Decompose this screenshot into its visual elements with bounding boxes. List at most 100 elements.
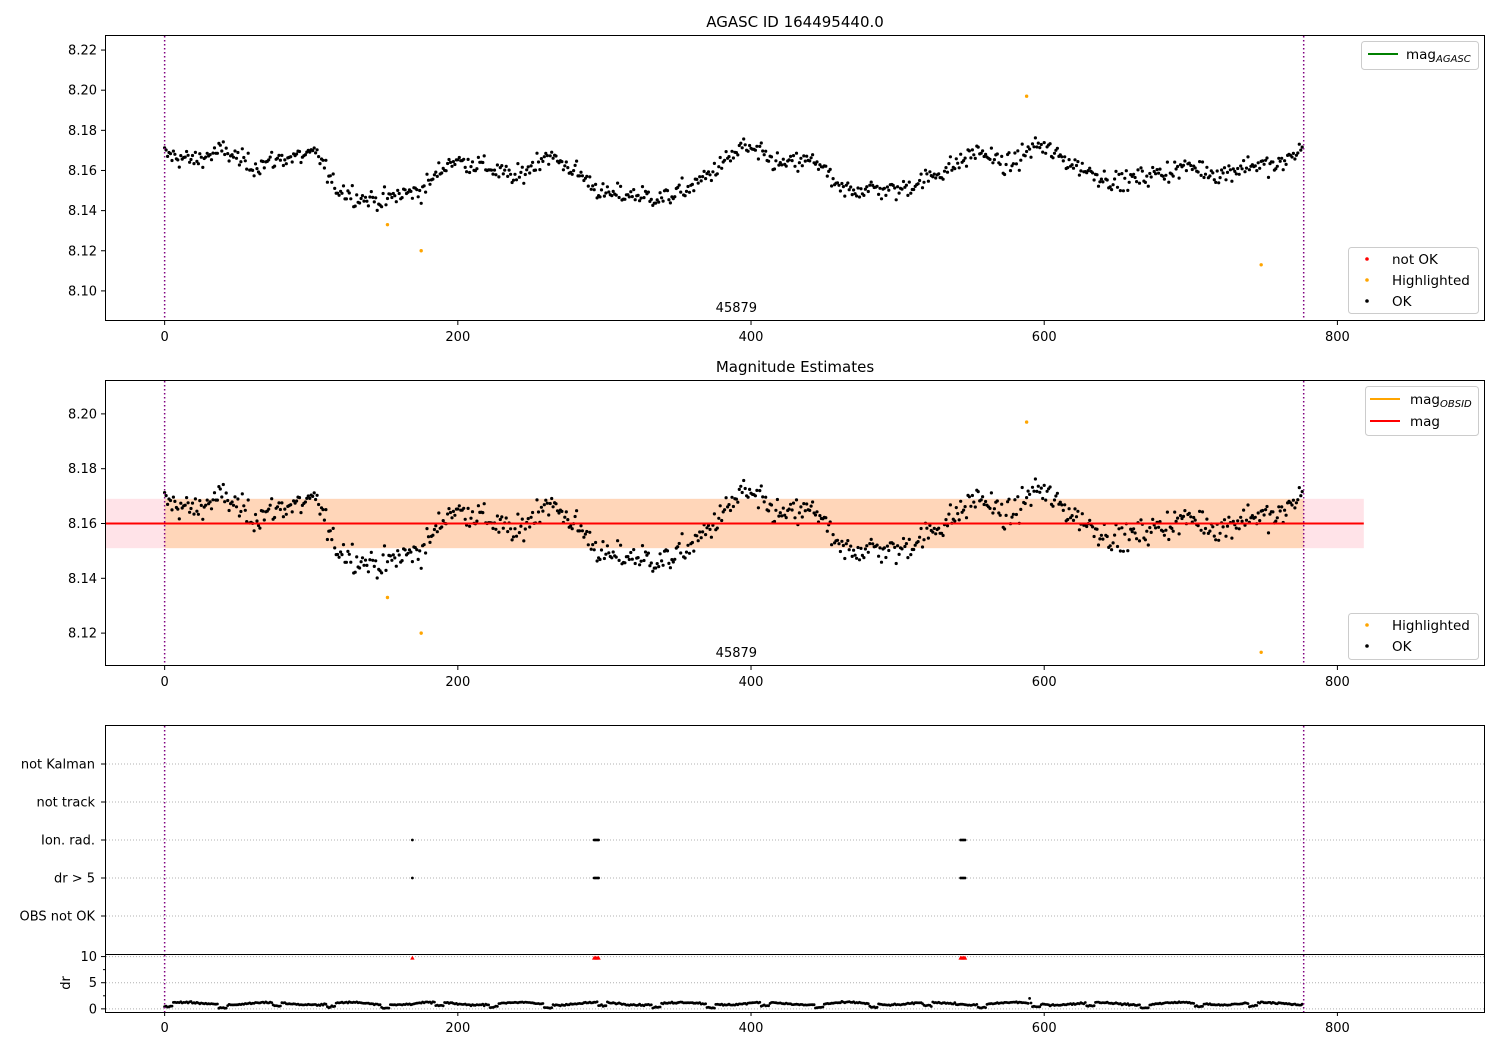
ok-point (1054, 494, 1058, 498)
ok-point (901, 179, 906, 184)
ok-point (1256, 161, 1260, 165)
ok-point (813, 513, 818, 517)
ok-point (959, 152, 963, 156)
ok-point (651, 569, 655, 573)
x-tick-label: 200 (445, 330, 470, 345)
ok-point (575, 509, 579, 513)
ok-point (1224, 534, 1228, 538)
ok-point (1170, 526, 1174, 531)
ok-point (1095, 173, 1099, 177)
ok-point (756, 157, 761, 161)
ok-point (550, 150, 554, 154)
ok-point (731, 504, 736, 509)
ok-point (969, 156, 973, 160)
ok-point (680, 532, 684, 536)
ok-point (575, 159, 579, 163)
ok-point (457, 155, 461, 160)
ok-point (1132, 172, 1136, 176)
ok-point (470, 510, 475, 514)
ok-point (903, 544, 907, 549)
ok-point (1041, 496, 1045, 501)
ok-point (253, 162, 258, 166)
ok-point (840, 181, 844, 186)
ok-point (1145, 529, 1149, 533)
ok-point (602, 556, 607, 561)
ok-point (727, 155, 731, 159)
ok-point (1105, 178, 1109, 182)
ok-point (686, 543, 690, 547)
ok-point (586, 184, 590, 188)
ok-point (541, 159, 545, 163)
ok-point (189, 506, 193, 511)
ok-point (835, 538, 840, 542)
ok-point (887, 548, 891, 553)
dr-point (875, 1005, 879, 1009)
dr-point (433, 1000, 436, 1004)
ok-point (557, 511, 561, 515)
ok-point (715, 526, 719, 530)
ok-point (1177, 176, 1181, 180)
flag-row-label: not track (36, 796, 95, 811)
ok-point (1212, 178, 1216, 182)
dr-point (658, 1005, 662, 1009)
ok-point (1250, 514, 1254, 518)
ok-point (425, 527, 429, 531)
ok-point (362, 199, 366, 203)
ok-point (630, 195, 634, 199)
x-tick-label: 400 (739, 1021, 764, 1036)
flag-point (963, 876, 967, 880)
ok-point (922, 538, 926, 542)
ok-point (403, 188, 407, 192)
ok-point (1230, 536, 1234, 540)
ok-point (1240, 519, 1244, 523)
ok-point (255, 167, 259, 171)
ok-point (1137, 539, 1142, 543)
ok-point (551, 505, 555, 509)
ok-point (1048, 142, 1052, 146)
ok-point (1000, 154, 1004, 158)
ok-point (314, 151, 318, 155)
ok-point (660, 196, 664, 200)
ok-point (611, 189, 615, 193)
ok-point (1215, 169, 1219, 173)
ok-point (877, 554, 881, 558)
ok-point (577, 174, 582, 178)
ok-point (922, 180, 926, 184)
dr-clipped-marker (962, 955, 968, 960)
ok-point (805, 154, 809, 158)
magnitude-panel-obsid-label: 45879 (716, 646, 757, 661)
dr-point (224, 1006, 228, 1010)
ok-point (793, 516, 797, 520)
ok-point (736, 153, 740, 157)
ok-point (542, 155, 546, 159)
ok-point (1300, 490, 1304, 494)
ok-point (255, 519, 259, 523)
ok-point (828, 167, 832, 171)
ok-point (639, 196, 643, 200)
ok-point (230, 500, 234, 504)
ok-point (859, 187, 863, 191)
ok-point (234, 505, 239, 509)
ok-point (799, 156, 803, 160)
ok-point (475, 167, 479, 171)
ok-point (344, 560, 348, 564)
ok-point (737, 143, 741, 148)
ok-point (967, 149, 972, 153)
ok-point (492, 168, 497, 172)
ok-point (199, 503, 203, 507)
ok-point (1225, 524, 1230, 528)
ok-point (764, 495, 768, 499)
ok-point (718, 504, 722, 508)
ok-point (1052, 498, 1057, 502)
ok-point (601, 540, 605, 544)
ok-point (242, 504, 246, 508)
ok-point (497, 530, 501, 534)
ok-point (746, 149, 750, 153)
dr-point (975, 1003, 979, 1006)
ok-point (1029, 155, 1033, 159)
ok-point (1199, 528, 1203, 532)
ok-point (815, 510, 819, 514)
ok-point (1025, 149, 1029, 154)
ok-point (1060, 155, 1064, 159)
ok-point (275, 505, 280, 509)
